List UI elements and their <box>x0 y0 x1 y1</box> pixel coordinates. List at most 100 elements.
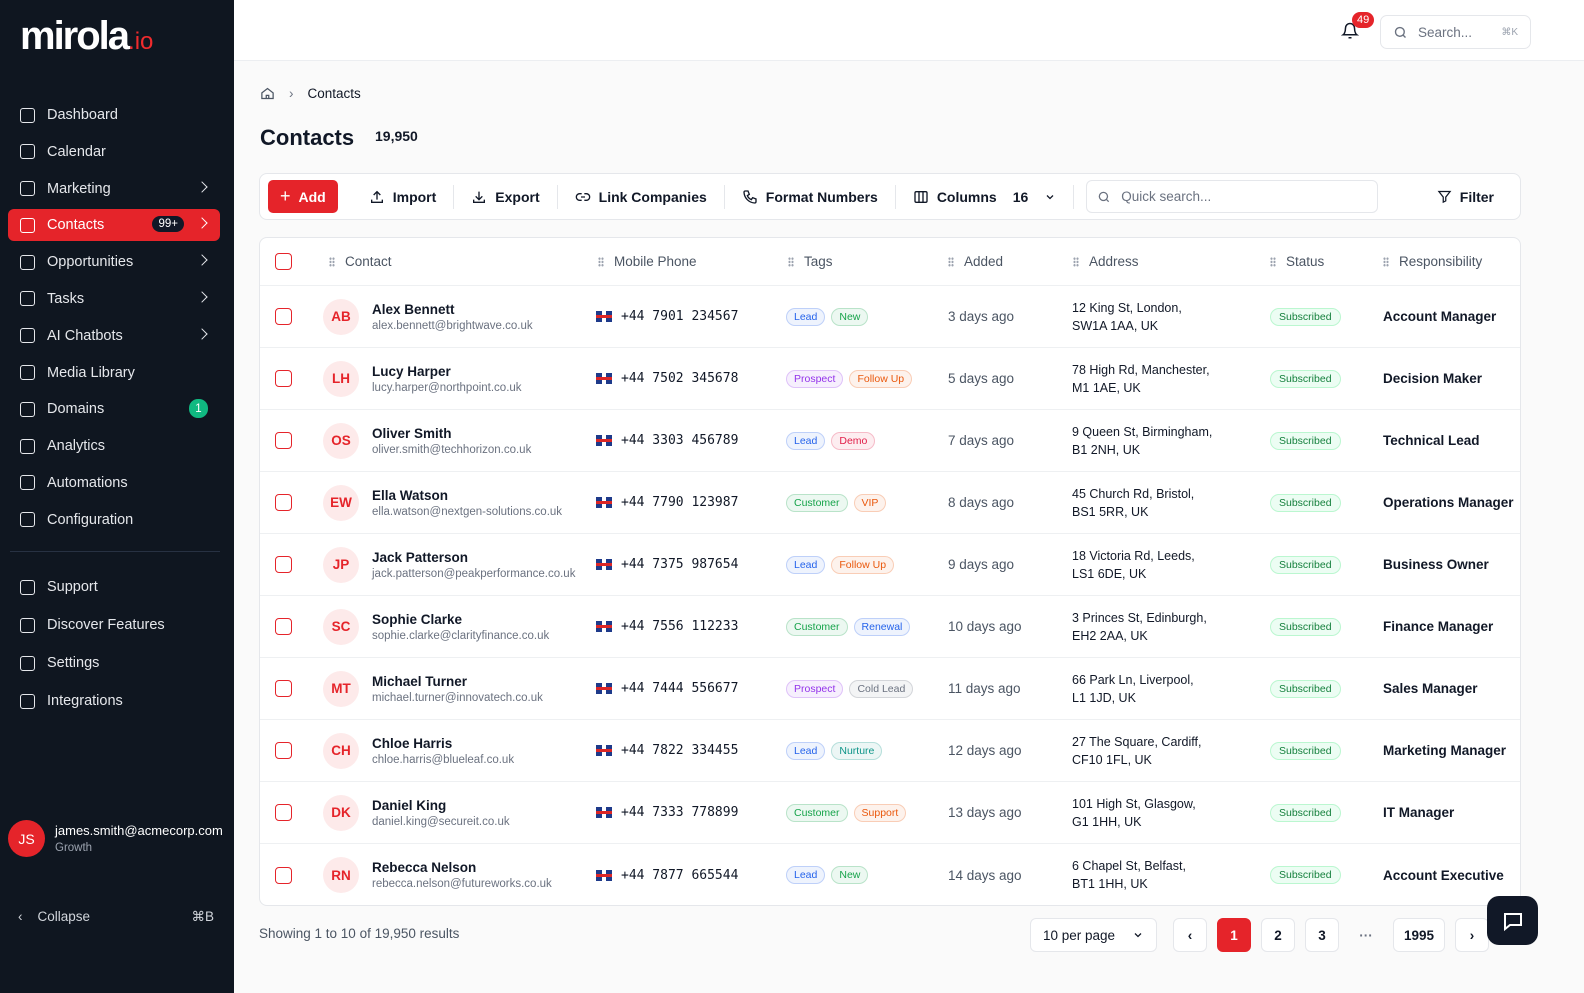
search-placeholder: Search... <box>1418 24 1473 40</box>
column-header[interactable]: Responsibility <box>1376 254 1520 269</box>
nav-item[interactable]: AI Chatbots <box>8 320 220 352</box>
nav-item[interactable]: Integrations <box>8 685 220 717</box>
tag: Prospect <box>786 369 844 388</box>
contact-row[interactable]: AB Alex Bennett alex.bennett@brightwave.co… <box>260 286 1520 348</box>
nav-label: Configuration <box>47 511 134 528</box>
chat-button[interactable] <box>1487 896 1538 945</box>
columns-label: Columns <box>936 188 997 205</box>
contact-name: Oliver Smith <box>372 425 452 441</box>
nav-item[interactable]: Domains 1 <box>8 393 220 425</box>
link-button[interactable]: Link Companies <box>558 184 725 209</box>
contact-row[interactable]: EW Ella Watson ella.watson@nextgen-solutio… <box>260 472 1520 534</box>
column-label: Mobile Phone <box>614 254 697 269</box>
column-header[interactable]: Address <box>1066 254 1263 269</box>
phone-number: +44 7822 334455 <box>621 743 739 758</box>
nav-item[interactable]: Tasks <box>8 283 220 315</box>
contact-row[interactable]: JP Jack Patterson jack.patterson@peakperfo… <box>260 534 1520 596</box>
sidebar: mirola.io Dashboard Calendar Marketing Cont… <box>0 0 234 993</box>
column-header[interactable]: Mobile Phone <box>591 254 781 269</box>
row-checkbox[interactable] <box>275 432 292 449</box>
nav-item[interactable]: Configuration <box>8 504 220 536</box>
flag-icon <box>596 807 612 818</box>
page-button[interactable]: 1995 <box>1393 918 1446 952</box>
prev-page[interactable]: ‹ <box>1173 918 1207 952</box>
search-shortcut: ⌘K <box>1501 26 1518 38</box>
nav-item[interactable]: Analytics <box>8 430 220 462</box>
column-header[interactable]: Tags <box>781 254 941 269</box>
nav-item[interactable]: Dashboard <box>8 99 220 131</box>
nav-item[interactable]: Automations <box>8 467 220 499</box>
global-search[interactable]: Search... ⌘K <box>1380 15 1531 49</box>
nav-item[interactable]: Calendar <box>8 136 220 168</box>
row-checkbox[interactable] <box>275 866 292 884</box>
status-badge: Subscribed <box>1270 555 1341 574</box>
contact-row[interactable]: OS Oliver Smith oliver.smith@techhorizon.c… <box>260 410 1520 472</box>
columns-button[interactable]: Columns 16 <box>896 184 1075 209</box>
logo[interactable]: mirola.io <box>20 14 153 59</box>
address-line: 6 Chapel St, Belfast, <box>1072 859 1186 873</box>
drag-handle <box>1383 256 1389 267</box>
bell-icon[interactable] <box>1341 22 1359 40</box>
tags-cell: Prospect Cold Lead <box>781 679 941 698</box>
contact-row[interactable]: DK Daniel King daniel.king@secureit.co.uk +… <box>260 782 1520 844</box>
user[interactable]: JS james.smith@acmecorp.com Growth <box>8 820 223 857</box>
phone-cell: +44 7822 334455 <box>591 743 781 758</box>
row-checkbox[interactable] <box>275 680 292 697</box>
contact-row[interactable]: SC Sophie Clarke sophie.clarke@clarityfina… <box>260 596 1520 658</box>
contact-name: Rebecca Nelson <box>372 860 477 875</box>
page-button[interactable]: 2 <box>1261 918 1295 952</box>
filter-button[interactable]: Filter <box>1437 189 1512 205</box>
quick-search[interactable]: Quick search... <box>1086 180 1379 213</box>
responsibility: IT Manager <box>1383 805 1455 820</box>
column-header[interactable]: Contact <box>323 254 591 269</box>
avatar: DK <box>323 794 359 831</box>
contact-row[interactable]: RN Rebecca Nelson rebecca.nelson@futurewor… <box>260 844 1520 905</box>
nav-item[interactable]: Opportunities <box>8 246 220 278</box>
responsibility: Account Executive <box>1383 867 1504 883</box>
columns-count: 16 <box>1012 188 1029 205</box>
row-checkbox[interactable] <box>275 618 292 635</box>
nav-item[interactable]: Media Library <box>8 357 220 389</box>
nav-chevron <box>196 180 208 193</box>
nav-item[interactable]: Discover Features <box>8 609 220 641</box>
import-button[interactable]: Import <box>352 184 455 209</box>
address-cell: 27 The Square, Cardiff, CF10 1FL, UK <box>1066 733 1263 769</box>
column-header[interactable]: Status <box>1263 254 1376 269</box>
nav-item[interactable]: Contacts 99+ <box>8 209 220 242</box>
collapse[interactable]: ‹ Collapse ⌘B <box>18 909 214 925</box>
format-button[interactable]: Format Numbers <box>725 184 896 209</box>
column-header[interactable]: Added <box>941 254 1066 269</box>
next-page[interactable]: › <box>1455 918 1490 952</box>
page-count: 19,950 <box>375 128 418 144</box>
added: 12 days ago <box>948 743 1022 758</box>
flag-icon <box>596 497 612 508</box>
add-button[interactable]: + Add <box>268 180 338 213</box>
contact-cell: SC Sophie Clarke sophie.clarke@clarityfina… <box>323 608 591 645</box>
nav-item[interactable]: Support <box>8 571 220 603</box>
nav-item[interactable]: Settings <box>8 647 220 679</box>
page-button[interactable]: 1 <box>1217 918 1251 952</box>
contact-name: Jack Patterson <box>372 549 469 565</box>
row-checkbox[interactable] <box>275 370 292 387</box>
contact-row[interactable]: MT Michael Turner michael.turner@innovatec… <box>260 658 1520 720</box>
row-checkbox[interactable] <box>275 804 292 821</box>
added: 9 days ago <box>948 557 1015 572</box>
nav-item[interactable]: Marketing <box>8 173 220 205</box>
contact-row[interactable]: LH Lucy Harper lucy.harper@northpoint.co.u… <box>260 348 1520 410</box>
phone-cell: +44 7556 112233 <box>591 619 781 634</box>
row-checkbox[interactable] <box>275 742 292 759</box>
home-icon[interactable] <box>260 86 275 101</box>
export-button[interactable]: Export <box>454 184 558 209</box>
avatar: SC <box>323 608 359 645</box>
per-page-select[interactable]: 10 per page <box>1030 918 1157 952</box>
contact-row[interactable]: CH Chloe Harris chloe.harris@blueleaf.co.u… <box>260 720 1520 782</box>
page-button[interactable]: 3 <box>1305 918 1339 952</box>
row-checkbox[interactable] <box>275 308 292 325</box>
select-all-checkbox[interactable] <box>275 253 292 270</box>
flag-icon <box>596 621 612 632</box>
nav-label: Contacts <box>47 217 105 234</box>
avatar: LH <box>323 360 359 397</box>
row-checkbox[interactable] <box>275 494 292 511</box>
phone-number: +44 7877 665544 <box>621 867 739 883</box>
row-checkbox[interactable] <box>275 556 292 573</box>
